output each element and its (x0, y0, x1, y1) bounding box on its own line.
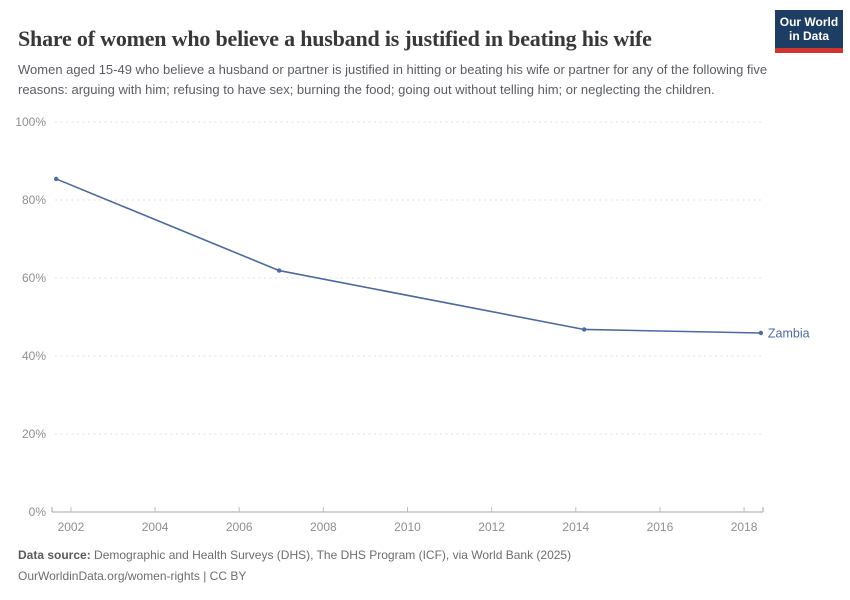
owid-url-link[interactable]: OurWorldinData.org/women-rights (18, 569, 200, 583)
y-tick-label: 20% (22, 427, 46, 441)
x-tick-label: 2012 (478, 520, 505, 534)
owid-logo-line1: Our World (779, 15, 839, 29)
owid-logo[interactable]: Our World in Data (775, 10, 843, 53)
data-source-text: Demographic and Health Surveys (DHS), Th… (90, 548, 572, 562)
y-tick-label: 0% (29, 505, 47, 519)
data-point (758, 330, 764, 336)
x-tick-label: 2002 (58, 520, 85, 534)
license-line: OurWorldinData.org/women-rights | CC BY (18, 566, 571, 587)
y-tick-label: 80% (22, 193, 46, 207)
x-tick-label: 2014 (562, 520, 589, 534)
separator: | (199, 569, 210, 583)
y-tick-label: 60% (22, 271, 46, 285)
chart-subtitle: Women aged 15-49 who believe a husband o… (18, 62, 768, 97)
x-tick-label: 2004 (142, 520, 169, 534)
x-tick-label: 2018 (731, 520, 758, 534)
owid-logo-line2: in Data (788, 29, 829, 43)
y-tick-label: 40% (22, 349, 46, 363)
cc-by-link[interactable]: CC BY (209, 569, 247, 583)
data-source-label: Data source: (18, 548, 91, 562)
data-point (276, 268, 282, 273)
y-tick-label: 100% (15, 115, 46, 129)
x-tick-label: 2010 (394, 520, 421, 534)
x-tick-label: 2016 (647, 520, 674, 534)
x-tick-label: 2008 (310, 520, 337, 534)
series-entity-label[interactable]: Zambia (768, 326, 810, 340)
data-point (54, 176, 59, 182)
data-source-line: Data source: Demographic and Health Surv… (18, 545, 571, 566)
x-tick-label: 2006 (226, 520, 253, 534)
data-point (581, 327, 587, 332)
series-line (55, 178, 762, 334)
chart-footer: Data source: Demographic and Health Surv… (18, 545, 571, 587)
page-title: Share of women who believe a husband is … (18, 25, 652, 51)
